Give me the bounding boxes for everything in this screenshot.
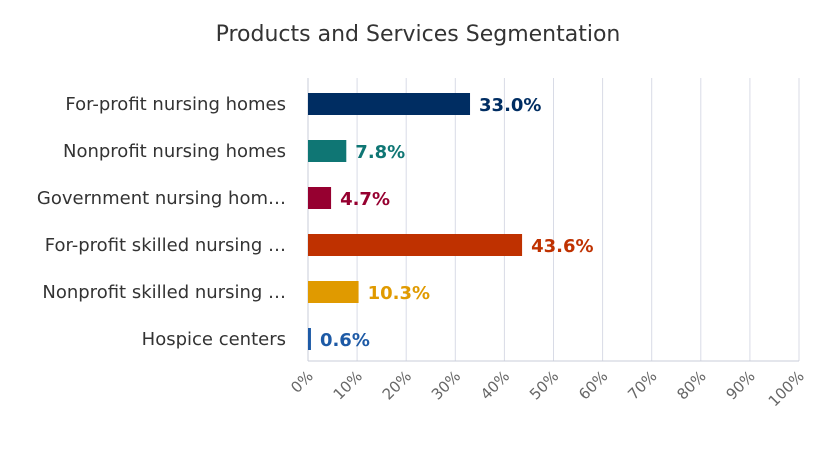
category-label: Hospice centers [142, 329, 286, 350]
bar [308, 187, 332, 209]
value-label: 7.8% [355, 142, 405, 163]
bar-layer [308, 93, 523, 350]
x-tick-label: 90% [722, 367, 758, 403]
value-label: 10.3% [368, 283, 430, 304]
value-label: 43.6% [531, 236, 593, 257]
tick-layer: 0% 10% 20% 30% 40% 50% 60% 70% 80% 90% 100% [287, 367, 808, 410]
category-label: Government nursing hom… [37, 188, 286, 209]
grid-layer [307, 78, 800, 362]
bar [308, 234, 523, 256]
value-label: 4.7% [340, 189, 390, 210]
x-tick-label: 30% [428, 367, 464, 403]
x-tick-label: 40% [477, 367, 513, 403]
value-label: 0.6% [320, 330, 370, 351]
category-label: For-profit nursing homes [65, 94, 286, 115]
value-label: 33.0% [479, 95, 541, 116]
category-label: Nonprofit nursing homes [63, 141, 286, 162]
x-tick-label: 50% [526, 367, 562, 403]
x-tick-label: 70% [624, 367, 660, 403]
chart-title: Products and Services Segmentation [216, 22, 621, 47]
category-label: Nonprofit skilled nursing … [42, 282, 286, 303]
x-tick-label: 10% [330, 367, 366, 403]
bar [308, 93, 471, 115]
x-tick-label: 0% [287, 367, 317, 397]
x-tick-label: 20% [379, 367, 415, 403]
bar [308, 140, 347, 162]
category-label: For-profit skilled nursing … [45, 235, 286, 256]
x-tick-label: 100% [765, 367, 808, 410]
x-tick-label: 80% [673, 367, 709, 403]
bar [308, 281, 359, 303]
label-layer: For-profit nursing homes 33.0% Nonprofit n… [37, 94, 594, 351]
x-tick-label: 60% [575, 367, 611, 403]
bar [308, 328, 311, 350]
